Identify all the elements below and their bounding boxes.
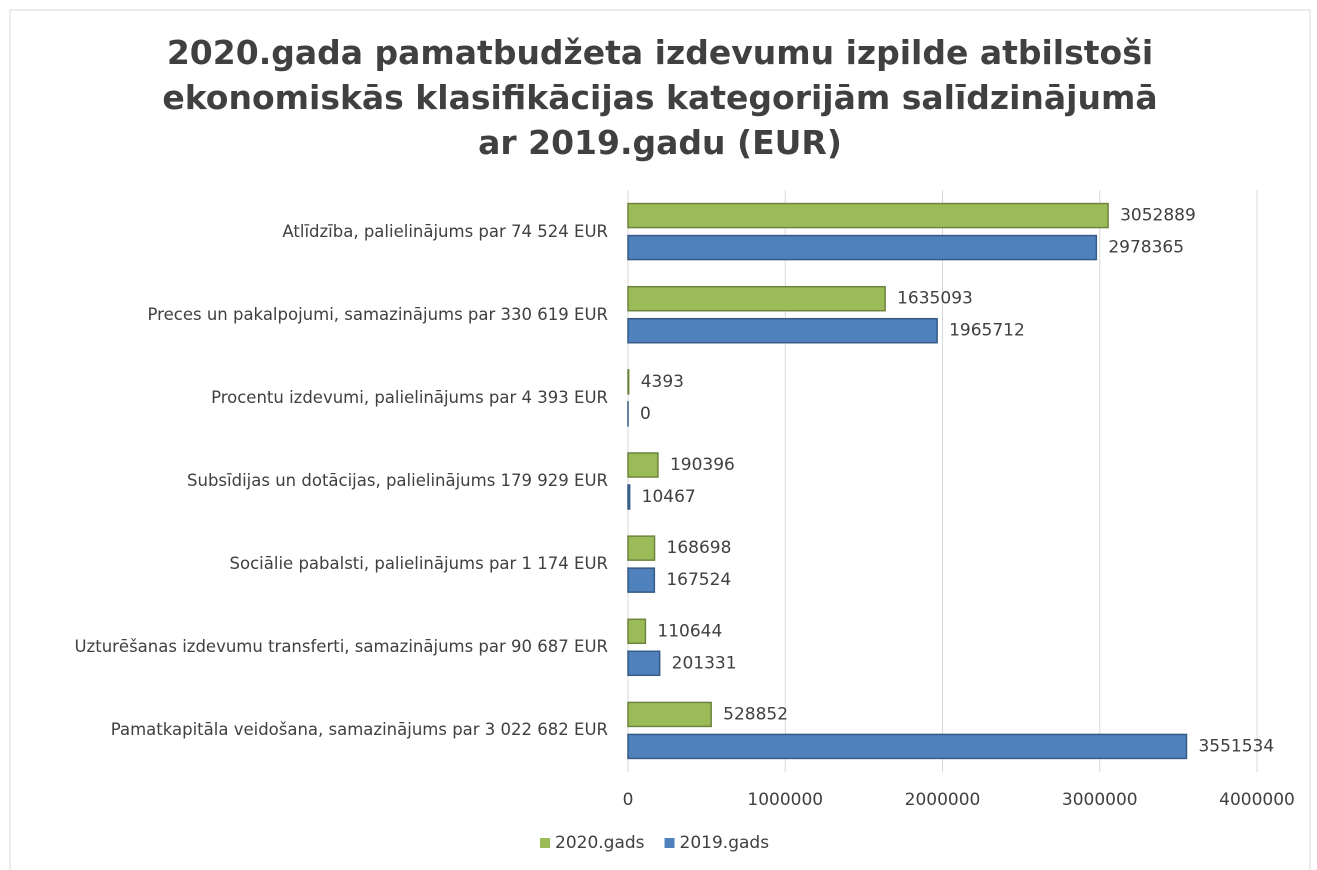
x-tick-label: 1000000 — [747, 790, 823, 810]
data-label: 528852 — [723, 704, 788, 724]
y-tick-label: Atlīdzība, palielinājums par 74 524 EUR — [20, 202, 608, 262]
x-tick-label: 2000000 — [905, 790, 981, 810]
y-tick-label: Uzturēšanas izdevumu transferti, samazin… — [20, 617, 608, 677]
bar — [627, 567, 656, 593]
y-tick-label: Preces un pakalpojumi, samazinājums par … — [20, 285, 608, 345]
data-label: 201331 — [672, 653, 737, 673]
x-tick-label: 4000000 — [1219, 790, 1295, 810]
data-label: 0 — [640, 404, 651, 424]
bar — [627, 317, 938, 344]
data-label: 190396 — [670, 455, 735, 475]
bar — [627, 234, 1098, 261]
data-label: 10467 — [642, 487, 696, 507]
data-label: 110644 — [657, 621, 722, 641]
bar — [627, 618, 647, 645]
data-label: 168698 — [667, 538, 732, 558]
y-tick-label: Pamatkapitāla veidošana, samazinājums pa… — [20, 700, 608, 760]
bar — [627, 484, 631, 510]
category-text: Sociālie pabalsti, palielinājums par 1 1… — [229, 554, 608, 574]
legend-label: 2020.gads — [555, 833, 645, 853]
data-label: 4393 — [641, 372, 684, 392]
chart-title: 2020.gada pamatbudžeta izdevumu izpilde … — [162, 33, 1158, 162]
bar — [627, 202, 1109, 229]
category-text: Uzturēšanas izdevumu transferti, samazin… — [74, 637, 608, 657]
data-label: 3052889 — [1120, 206, 1196, 226]
data-label: 1635093 — [897, 289, 973, 309]
data-label: 1965712 — [949, 321, 1025, 341]
bar — [627, 733, 1188, 760]
x-tick-label: 3000000 — [1062, 790, 1138, 810]
x-tick-label: 0 — [623, 790, 634, 810]
data-label: 3551534 — [1198, 736, 1274, 756]
category-text: Subsīdijas un dotācijas, palielinājums 1… — [187, 471, 608, 490]
bar — [627, 535, 656, 561]
category-text: Pamatkapitāla veidošana, samazinājums pa… — [110, 720, 608, 740]
category-text: Atlīdzība, palielinājums par 74 524 EUR — [282, 221, 608, 241]
data-label: 167524 — [666, 570, 731, 590]
bar — [627, 285, 886, 312]
data-label: 2978365 — [1108, 238, 1184, 258]
y-tick-label: Procentu izdevumi, palielinājums par 4 3… — [20, 368, 608, 428]
category-text: Preces un pakalpojumi, samazinājums par … — [147, 304, 608, 324]
bar — [627, 701, 712, 728]
y-tick-label: Subsīdijas un dotācijas, palielinājums 1… — [20, 451, 608, 511]
bar — [627, 650, 661, 677]
bar — [627, 452, 659, 478]
legend-swatch — [664, 838, 675, 848]
y-tick-label: Sociālie pabalsti, palielinājums par 1 1… — [20, 534, 608, 594]
legend-label: 2019.gads — [680, 833, 770, 853]
chart-border — [9, 9, 1311, 870]
bar — [627, 369, 630, 395]
category-text: Procentu izdevumi, palielinājums par 4 3… — [211, 387, 608, 407]
legend-swatch — [540, 838, 550, 848]
